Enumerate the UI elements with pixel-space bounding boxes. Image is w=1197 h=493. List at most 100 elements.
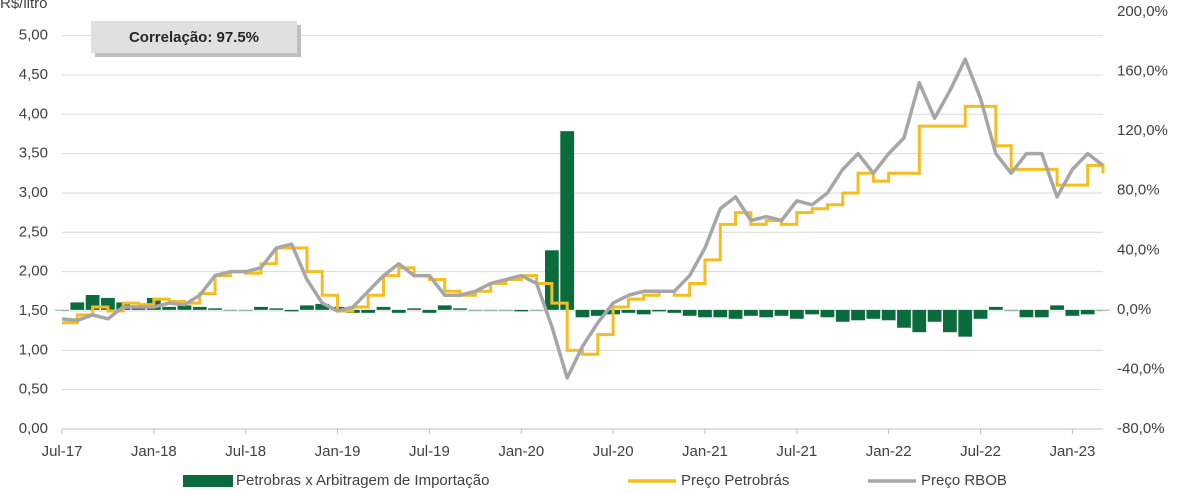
arbitrage-bar (300, 305, 314, 310)
y2-tick-label: 200,0% (1117, 3, 1168, 20)
arbitrage-bar (590, 309, 605, 316)
y2-tick-label: 80,0% (1117, 182, 1160, 199)
arbitrage-bar (483, 309, 498, 311)
arbitrage-bar (453, 308, 467, 310)
arbitrage-bar (254, 306, 268, 310)
arbitrage-bar (376, 306, 391, 310)
arbitrage-bar (315, 303, 330, 310)
arbitrage-bar (238, 309, 253, 311)
arbitrage-bar (835, 309, 850, 322)
y-tick-label: 1,50 (19, 302, 48, 319)
y-tick-label: 5,00 (19, 27, 48, 44)
y2-tick-label: -40,0% (1117, 360, 1165, 377)
x-tick-label: Jan-21 (682, 443, 728, 460)
arbitrage-bar (667, 309, 682, 313)
legend-swatch (183, 475, 233, 487)
x-tick-label: Jan-18 (131, 443, 177, 460)
arbitrage-bar (988, 306, 1003, 310)
arbitrage-bar (361, 309, 376, 313)
arbitrage-bar (866, 309, 881, 319)
arbitrage-bar (682, 309, 697, 316)
arbitrage-bar (391, 309, 406, 313)
y-tick-label: 4,00 (19, 105, 48, 122)
x-tick-label: Jul-21 (776, 443, 817, 460)
arbitrage-bar (1034, 309, 1049, 318)
plot-area: 0,00 0,50 1,00 1,50 2,00 2,50 3,00 3,50 4,00 4,50… (19, 3, 1168, 460)
rbob-line (61, 57, 1105, 380)
arbitrage-bar (958, 309, 973, 337)
arbitrage-bar (1065, 309, 1080, 316)
x-tick-label: Jul-18 (225, 443, 266, 460)
arbitrage-bar (544, 250, 559, 310)
legend-label: Petrobras x Arbitragem de Importação (236, 472, 489, 489)
arbitrage-bar (943, 309, 957, 333)
y-tick-label: 4,50 (19, 66, 48, 83)
arbitrage-bar (621, 309, 636, 313)
arbitrage-bar (55, 309, 69, 311)
y2-tick-label: 120,0% (1117, 122, 1168, 139)
arbitrage-bar (1096, 309, 1110, 311)
arbitrage-bar (851, 309, 865, 321)
annotation-box (91, 21, 297, 53)
arbitrage-bar (499, 309, 513, 311)
arbitrage-bar (101, 297, 115, 310)
y-tick-label: 2,50 (19, 223, 48, 240)
y2-tick-label: 40,0% (1117, 241, 1160, 258)
arbitrage-bar (744, 309, 758, 316)
arbitrage-bar (897, 309, 911, 328)
y-tick-label: 1,00 (19, 341, 48, 358)
arbitrage-bar (70, 302, 85, 310)
x-tick-label: Jan-23 (1049, 443, 1095, 460)
petrobras-line (62, 104, 1105, 356)
arbitrage-bar (636, 309, 651, 315)
arbitrage-bar (698, 309, 712, 318)
y-tick-label: 2,00 (19, 263, 48, 280)
arbitrage-bar (422, 309, 437, 313)
arbitrage-bar (575, 309, 590, 318)
x-tick-label: Jul-22 (960, 443, 1001, 460)
x-tick-label: Jan-19 (315, 443, 361, 460)
y-tick-label: 0,00 (19, 420, 48, 437)
arbitrage-bar (927, 309, 942, 322)
y2-tick-label: 0,0% (1117, 301, 1151, 318)
arbitrage-bar (759, 309, 774, 318)
arbitrage-bar (284, 309, 299, 312)
annotation: Correlação: 97.5% (129, 29, 259, 46)
x-tick-label: Jul-17 (42, 443, 83, 460)
arbitrage-bar (1019, 309, 1034, 318)
arbitrage-bar (437, 305, 452, 310)
y-axis-label: R$/litro (0, 0, 48, 12)
arbitrage-bar (208, 308, 222, 310)
x-tick-label: Jan-22 (866, 443, 912, 460)
arbitrage-bar (162, 306, 177, 310)
arbitrage-bar (1004, 309, 1019, 311)
arbitrage-bar (560, 131, 575, 310)
arbitrage-bar (805, 309, 820, 315)
arbitrage-bar (269, 308, 284, 310)
arbitrage-bar (514, 309, 529, 312)
arbitrage-bar (1080, 309, 1095, 315)
arbitrage-bar (652, 309, 666, 312)
arbitrage-bar (177, 305, 192, 310)
arbitrage-bar (789, 309, 804, 319)
arbitrage-bar (774, 309, 789, 316)
x-tick-label: Jan-20 (498, 443, 544, 460)
arbitrage-bar (529, 309, 544, 311)
arbitrage-bar (820, 309, 835, 318)
legend-label: Preço RBOB (921, 472, 1007, 489)
arbitrage-bar (468, 309, 483, 311)
y-tick-label: 3,00 (19, 184, 48, 201)
legend-label: Preço Petrobrás (681, 472, 789, 489)
y2-tick-label: -80,0% (1117, 420, 1165, 437)
arbitrage-bar (973, 309, 988, 319)
y2-tick-label: 160,0% (1117, 63, 1168, 80)
arbitrage-bar (881, 309, 896, 321)
arbitrage-bar (912, 309, 927, 333)
arbitrage-bar (192, 306, 207, 310)
y-tick-label: 0,50 (19, 381, 48, 398)
arbitrage-bar (713, 309, 728, 318)
arbitrage-bar (1050, 305, 1064, 310)
arbitrage-bar (407, 308, 421, 310)
x-tick-label: Jul-20 (593, 443, 634, 460)
